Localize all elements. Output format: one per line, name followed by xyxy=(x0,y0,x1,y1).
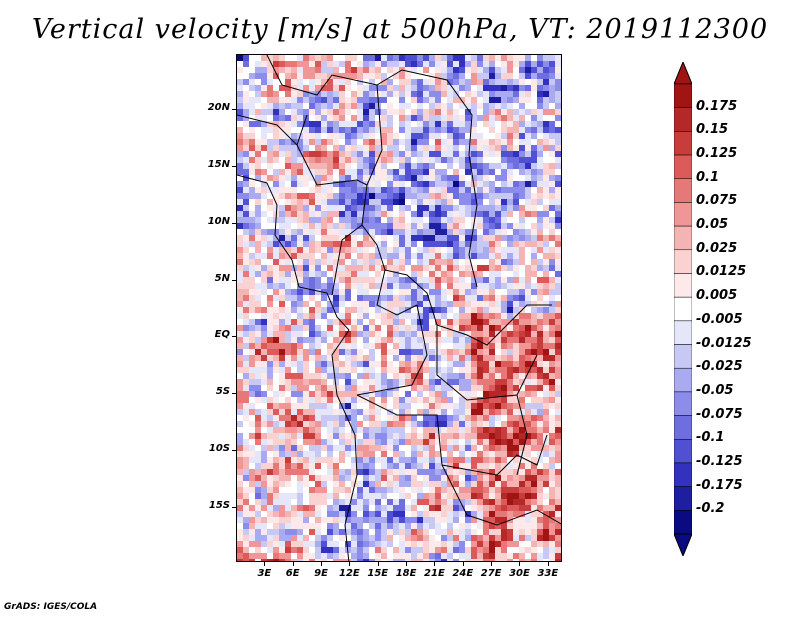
colorbar-swatch xyxy=(674,296,692,322)
colorbar-swatch xyxy=(674,154,692,179)
colorbar-swatch xyxy=(674,249,692,274)
lon-tick-label: 24E xyxy=(452,568,474,579)
colorbar-label: -0.025 xyxy=(696,359,743,375)
chart-title: Vertical velocity [m/s] at 500hPa, VT: 2… xyxy=(31,14,769,45)
software-credit: GrADS: IGES/COLA xyxy=(4,602,98,612)
colorbar-label: -0.0125 xyxy=(696,335,752,351)
colorbar-swatch xyxy=(674,439,692,464)
colorbar-swatch xyxy=(674,83,692,108)
boundary-line xyxy=(516,394,528,476)
colorbar-swatch xyxy=(674,486,692,511)
lon-tick xyxy=(349,562,351,566)
boundary-line xyxy=(441,434,548,476)
boundary-line xyxy=(356,394,468,516)
lat-tick-label: 15S xyxy=(208,500,230,512)
lat-tick-label: 20N xyxy=(207,101,230,113)
colorbar-swatch xyxy=(674,344,692,369)
lat-tick-label: 5S xyxy=(215,386,230,398)
lat-tick xyxy=(232,336,236,338)
lat-tick-label: 5N xyxy=(214,272,230,284)
lon-tick-label: 15E xyxy=(367,568,389,579)
colorbar-swatch xyxy=(674,178,692,203)
lon-tick-label: 21E xyxy=(424,568,445,579)
colorbar-label: 0.175 xyxy=(696,98,738,114)
boundary-line xyxy=(296,144,368,186)
colorbar-swatch xyxy=(674,320,692,345)
colorbar-swatch xyxy=(674,510,692,535)
lat-tick xyxy=(232,165,236,167)
colorbar-swatch xyxy=(674,225,692,251)
boundary-line xyxy=(331,224,363,296)
colorbar-label: 0.1 xyxy=(696,169,720,185)
colorbar-label: 0.05 xyxy=(696,217,729,233)
lon-tick xyxy=(292,562,294,566)
colorbar-label: -0.075 xyxy=(696,406,743,422)
lon-tick xyxy=(321,562,323,566)
lat-tick-label: 10S xyxy=(208,443,230,455)
colorbar-swatch xyxy=(674,367,692,393)
colorbar-swatch xyxy=(674,107,692,132)
colorbar-label: 0.025 xyxy=(696,240,738,256)
colorbar-label: -0.125 xyxy=(696,453,743,469)
lat-tick xyxy=(232,393,236,395)
lat-tick xyxy=(232,507,236,509)
lat-tick xyxy=(232,222,236,224)
colorbar-swatch xyxy=(674,391,692,416)
boundary-line xyxy=(237,114,308,146)
colorbar-swatch xyxy=(674,273,692,298)
lat-tick xyxy=(232,279,236,281)
colorbar-label: 0.005 xyxy=(696,288,738,304)
colorbar-label: -0.2 xyxy=(696,501,725,517)
lat-tick-label: 15N xyxy=(207,158,230,170)
lat-tick xyxy=(232,450,236,452)
lon-tick xyxy=(547,562,549,566)
colorbar-bottom-arrow xyxy=(674,533,692,556)
lon-tick xyxy=(434,562,436,566)
lon-tick-label: 18E xyxy=(395,568,417,579)
colorbar-label: -0.1 xyxy=(696,430,725,446)
colorbar-label: 0.0125 xyxy=(696,264,747,280)
boundary-line xyxy=(356,304,428,396)
lon-tick xyxy=(491,562,493,566)
lon-tick xyxy=(519,562,521,566)
colorbar-label: -0.005 xyxy=(696,311,743,327)
lat-tick-label: 10N xyxy=(207,215,230,227)
colorbar-label: 0.075 xyxy=(696,193,738,209)
vertical-velocity-map xyxy=(236,54,562,562)
velocity-field xyxy=(237,55,561,561)
lat-tick-label: EQ xyxy=(214,329,230,341)
boundary-line xyxy=(266,55,478,288)
colorbar-swatch xyxy=(674,131,692,156)
boundary-line xyxy=(466,509,561,526)
lon-tick-label: 27E xyxy=(480,568,502,579)
colorbar-swatch xyxy=(674,415,692,440)
lon-tick-label: 30E xyxy=(509,568,530,579)
boundary-line xyxy=(436,325,538,401)
colorbar-label: -0.175 xyxy=(696,477,743,493)
colorbar-swatch xyxy=(674,462,692,487)
lon-tick-label: 6E xyxy=(285,568,300,579)
boundary-line xyxy=(237,174,358,561)
lon-tick xyxy=(377,562,379,566)
colorbar-swatch xyxy=(674,202,692,227)
colorbar-top-arrow xyxy=(674,62,692,85)
lon-tick xyxy=(264,562,266,566)
lon-tick xyxy=(406,562,408,566)
colorbar-label: -0.05 xyxy=(696,382,734,398)
lon-tick-label: 33E xyxy=(537,568,559,579)
colorbar-label: 0.15 xyxy=(696,122,729,138)
lon-tick-label: 12E xyxy=(339,568,360,579)
colorbar-label: 0.125 xyxy=(696,146,738,162)
boundary-line xyxy=(376,269,418,316)
lon-tick-label: 3E xyxy=(257,568,272,579)
lon-tick-label: 9E xyxy=(314,568,328,579)
lat-tick xyxy=(232,108,236,110)
colorbar xyxy=(674,62,692,556)
lon-tick xyxy=(462,562,464,566)
